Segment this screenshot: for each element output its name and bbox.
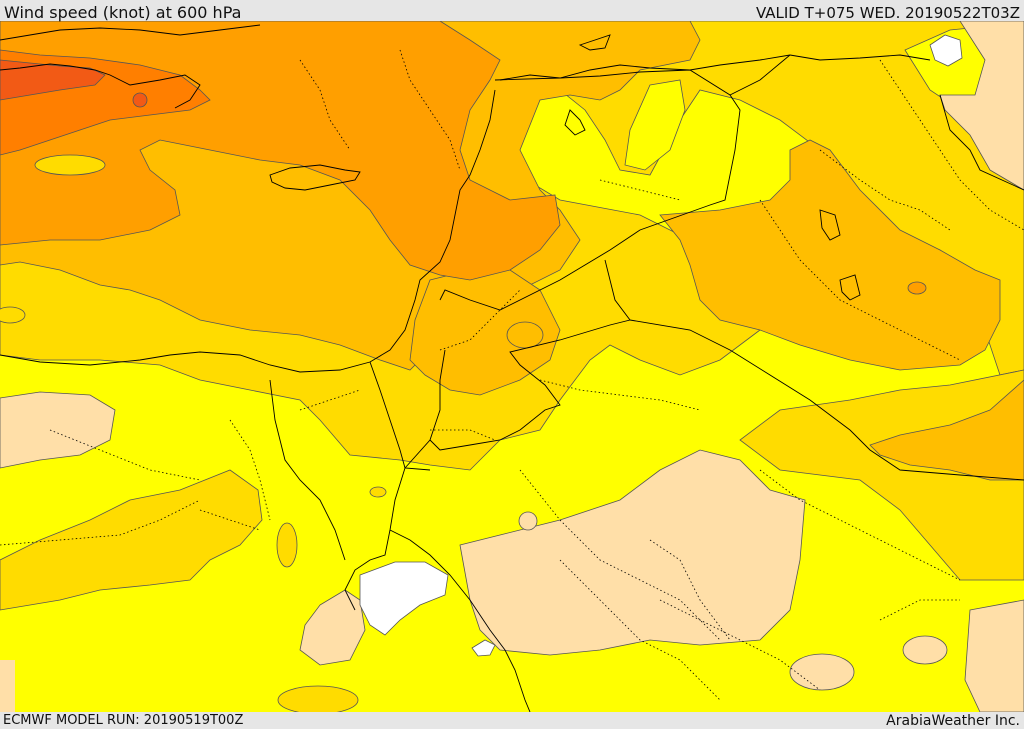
map-canvas bbox=[0, 21, 1024, 712]
patch-orange-small bbox=[506, 321, 544, 349]
country-borders bbox=[0, 49, 1024, 701]
coastlines bbox=[0, 24, 861, 712]
band-white-redsea bbox=[471, 639, 496, 657]
valid-time-label: VALID T+075 WED. 20190522T03Z bbox=[755, 4, 1020, 22]
credit-label: ArabiaWeather Inc. bbox=[886, 713, 1020, 729]
patch-gold-south bbox=[277, 685, 359, 712]
patch-gold-sinai bbox=[369, 486, 387, 498]
model-run-label: ECMWF MODEL RUN: 20190519T00Z bbox=[3, 713, 244, 728]
band-red-spot bbox=[132, 92, 148, 108]
band-light-northeast bbox=[939, 21, 1024, 191]
band-light-southwest bbox=[299, 589, 366, 666]
band-light-small-3 bbox=[518, 511, 538, 531]
band-light-corner bbox=[0, 660, 15, 712]
patch-gold-redsea bbox=[276, 522, 298, 568]
band-gold-southwest bbox=[0, 469, 263, 611]
patch-gold-wedge bbox=[0, 306, 26, 324]
band-light-small-2 bbox=[902, 635, 948, 665]
band-light-southeast bbox=[964, 599, 1024, 712]
patch-gold-cyprus bbox=[34, 154, 106, 176]
political-boundaries bbox=[369, 54, 1024, 481]
band-orange-gold-far-east bbox=[869, 379, 1024, 481]
band-light-west bbox=[0, 391, 116, 469]
band-orange-gold-east bbox=[659, 139, 1001, 371]
patch-yellow-north bbox=[624, 79, 686, 171]
band-white-south bbox=[359, 561, 449, 636]
wind-speed-map bbox=[0, 21, 1024, 712]
band-white-north bbox=[929, 34, 963, 67]
map-title: Wind speed (knot) at 600 hPa bbox=[4, 3, 242, 22]
band-light-small-1 bbox=[789, 653, 855, 691]
band-light-central bbox=[459, 449, 806, 656]
patch-orange-east bbox=[907, 281, 927, 295]
